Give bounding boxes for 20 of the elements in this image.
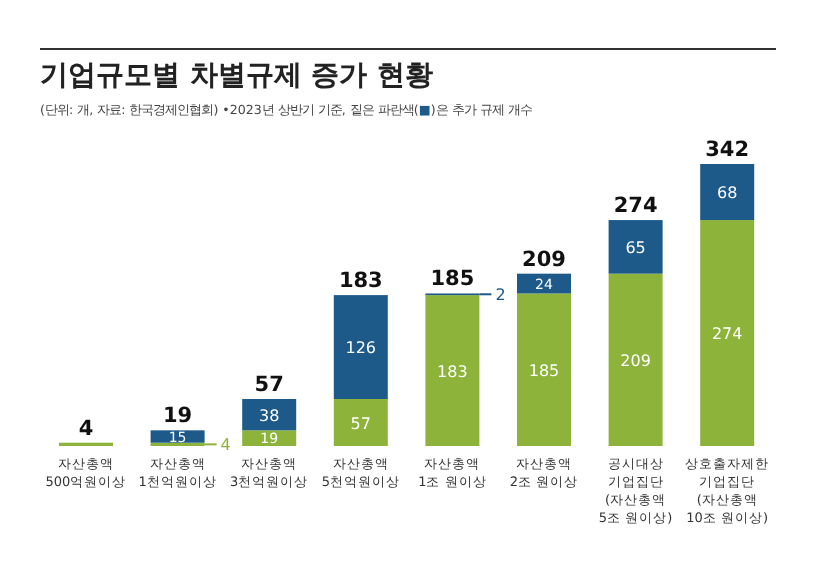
data-label: 209 [620,351,651,370]
total-label: 19 [162,404,193,429]
data-label: 126 [345,339,377,358]
total-label: 342 [705,138,750,162]
data-label: 274 [711,325,743,344]
total-label: 4 [78,416,94,441]
data-label: 183 [437,362,468,381]
data-label: 2 [495,286,506,305]
total-label: 274 [613,194,658,219]
data-label: 4 [220,436,231,455]
total-label: 185 [430,267,475,292]
total-label: 57 [254,373,284,397]
chart-title: 기업규모별 차별규제 증가 현황 [40,60,434,92]
total-label: 209 [522,247,566,272]
data-label: 38 [259,406,280,425]
data-label: 185 [528,361,560,380]
data-label: 57 [350,414,371,433]
data-label: 65 [625,238,646,257]
data-label: 68 [717,184,738,203]
total-label: 183 [338,269,383,294]
